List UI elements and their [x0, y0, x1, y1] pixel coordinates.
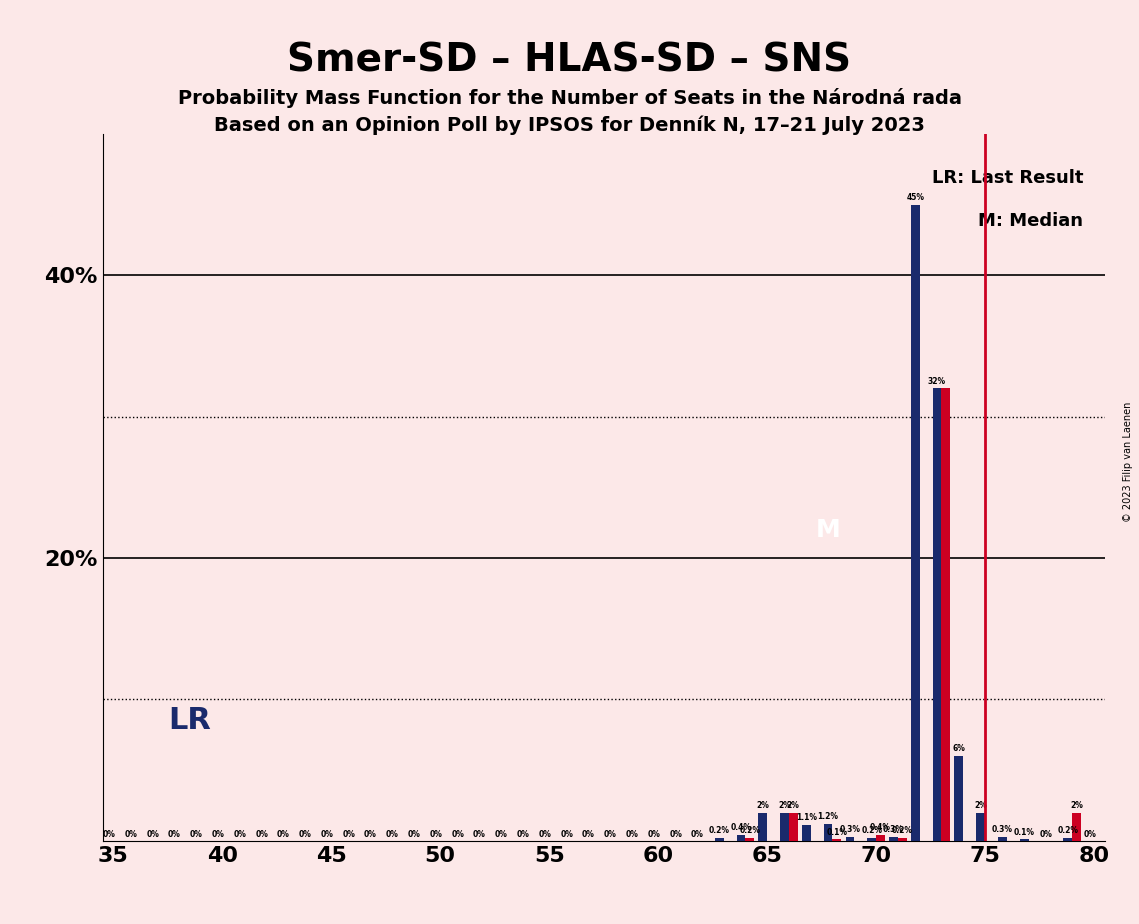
Text: 0%: 0% — [539, 831, 551, 839]
Text: 0%: 0% — [364, 831, 377, 839]
Text: 0.2%: 0.2% — [892, 826, 912, 835]
Text: 1.1%: 1.1% — [796, 813, 817, 822]
Text: 0%: 0% — [255, 831, 268, 839]
Bar — [998, 836, 1007, 841]
Text: Based on an Opinion Poll by IPSOS for Denník N, 17–21 July 2023: Based on an Opinion Poll by IPSOS for De… — [214, 116, 925, 135]
Bar — [911, 205, 919, 841]
Text: LR: Last Result: LR: Last Result — [932, 169, 1083, 188]
Text: 0%: 0% — [647, 831, 661, 839]
Text: 45%: 45% — [907, 193, 924, 201]
Text: 0.1%: 0.1% — [1014, 828, 1034, 836]
Text: 0%: 0% — [494, 831, 508, 839]
Text: 0%: 0% — [582, 831, 595, 839]
Bar — [833, 839, 842, 841]
Text: 0.2%: 0.2% — [739, 826, 760, 835]
Text: 6%: 6% — [952, 744, 965, 753]
Text: 0%: 0% — [386, 831, 399, 839]
Text: 0%: 0% — [473, 831, 486, 839]
Bar — [780, 812, 789, 841]
Text: M: M — [816, 517, 841, 541]
Bar — [898, 838, 907, 841]
Text: 0%: 0% — [604, 831, 616, 839]
Text: 2%: 2% — [778, 801, 790, 809]
Text: 0%: 0% — [451, 831, 464, 839]
Text: 1.2%: 1.2% — [818, 812, 838, 821]
Text: 0.3%: 0.3% — [883, 825, 904, 833]
Text: 0%: 0% — [277, 831, 289, 839]
Text: 0.2%: 0.2% — [1057, 826, 1079, 835]
Text: Smer-SD – HLAS-SD – SNS: Smer-SD – HLAS-SD – SNS — [287, 42, 852, 79]
Text: 0%: 0% — [124, 831, 138, 839]
Text: 0.1%: 0.1% — [826, 828, 847, 836]
Text: 0.2%: 0.2% — [861, 826, 883, 835]
Text: 32%: 32% — [928, 377, 947, 385]
Bar — [845, 836, 854, 841]
Text: 0%: 0% — [560, 831, 573, 839]
Bar — [867, 838, 876, 841]
Text: 0.4%: 0.4% — [870, 823, 891, 833]
Text: 0%: 0% — [320, 831, 334, 839]
Text: Probability Mass Function for the Number of Seats in the Národná rada: Probability Mass Function for the Number… — [178, 88, 961, 108]
Bar — [802, 825, 811, 841]
Bar — [789, 812, 797, 841]
Text: 0%: 0% — [212, 831, 224, 839]
Bar — [737, 835, 745, 841]
Bar — [1064, 838, 1072, 841]
Bar — [890, 836, 898, 841]
Bar — [976, 812, 985, 841]
Bar — [876, 835, 885, 841]
Text: 0%: 0% — [429, 831, 442, 839]
Bar — [942, 388, 950, 841]
Text: M: Median: M: Median — [978, 212, 1083, 230]
Text: 0%: 0% — [669, 831, 682, 839]
Text: 0.3%: 0.3% — [992, 825, 1013, 833]
Text: 0%: 0% — [1040, 831, 1052, 839]
Bar — [745, 838, 754, 841]
Bar — [715, 838, 723, 841]
Text: 2%: 2% — [756, 801, 769, 809]
Bar — [759, 812, 767, 841]
Text: 2%: 2% — [787, 801, 800, 809]
Text: 0.3%: 0.3% — [839, 825, 860, 833]
Text: 0.2%: 0.2% — [708, 826, 730, 835]
Text: 2%: 2% — [974, 801, 988, 809]
Text: 0%: 0% — [408, 831, 420, 839]
Text: © 2023 Filip van Laenen: © 2023 Filip van Laenen — [1123, 402, 1133, 522]
Bar — [954, 756, 964, 841]
Text: 0%: 0% — [233, 831, 246, 839]
Bar — [823, 824, 833, 841]
Text: 0%: 0% — [1083, 831, 1096, 839]
Text: 0%: 0% — [691, 831, 704, 839]
Bar — [1072, 812, 1081, 841]
Text: 0%: 0% — [103, 831, 115, 839]
Text: 0%: 0% — [298, 831, 312, 839]
Text: 2%: 2% — [1070, 801, 1083, 809]
Text: 0%: 0% — [343, 831, 355, 839]
Text: 0%: 0% — [167, 831, 181, 839]
Text: 0%: 0% — [625, 831, 639, 839]
Text: LR: LR — [167, 706, 211, 736]
Bar — [933, 388, 942, 841]
Text: 0%: 0% — [190, 831, 203, 839]
Text: 0.4%: 0.4% — [730, 823, 752, 833]
Bar — [1019, 839, 1029, 841]
Text: 0%: 0% — [146, 831, 159, 839]
Text: 0%: 0% — [517, 831, 530, 839]
